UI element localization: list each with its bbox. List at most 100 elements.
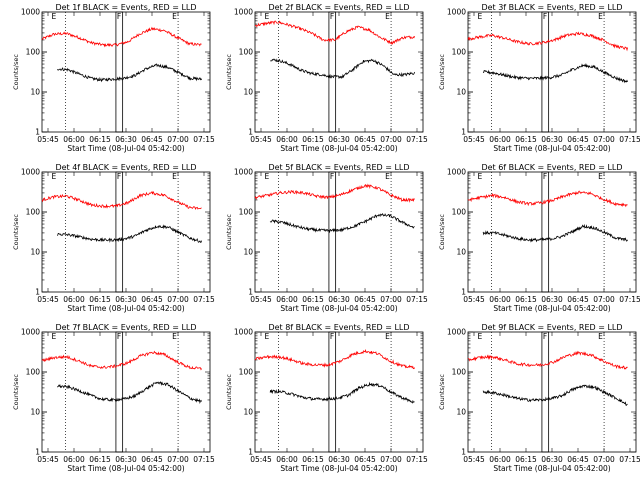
x-tick-label: 07:15 — [619, 135, 640, 144]
events-series-line — [269, 381, 415, 404]
plot-frame — [41, 171, 211, 293]
y-tick-label: 1000 — [234, 168, 253, 177]
panel-title: Det 6f BLACK = Events, RED = LLD — [481, 163, 622, 172]
marker-label: F — [330, 172, 334, 181]
x-tick-label: 07:15 — [406, 295, 428, 304]
y-tick-label: 1 — [248, 288, 253, 297]
x-tick-label: 05:45 — [250, 135, 272, 144]
y-tick-label: 1 — [35, 288, 40, 297]
marker-f-box — [115, 11, 124, 133]
x-tick-label: 06:30 — [541, 135, 563, 144]
x-tick-label: 06:45 — [567, 135, 589, 144]
events-series-line — [270, 58, 415, 80]
y-axis-label: Counts/sec — [438, 374, 446, 410]
x-tick-label: 05:45 — [250, 455, 272, 464]
marker-label: E — [52, 12, 57, 21]
x-tick-label: 07:00 — [593, 135, 615, 144]
x-tick-label: 06:15 — [89, 135, 111, 144]
y-tick-label: 1 — [248, 448, 253, 457]
y-tick-label: 1000 — [447, 8, 466, 17]
x-tick-label: 05:45 — [463, 455, 485, 464]
x-tick-label: 07:15 — [619, 295, 640, 304]
panel-8: Det 8f BLACK = Events, RED = LLD 1 10 100 10… — [225, 323, 428, 473]
x-tick-label: 07:00 — [167, 295, 189, 304]
lld-series-line — [41, 190, 202, 211]
x-tick-label: 07:00 — [593, 295, 615, 304]
marker-f-box — [328, 171, 337, 293]
lld-series-line — [41, 350, 202, 371]
y-axis-label: Counts/sec — [12, 214, 20, 250]
y-tick-label: 10 — [243, 248, 253, 257]
lld-series-line — [254, 183, 415, 203]
lld-series-line — [254, 20, 415, 45]
x-tick-label: 06:30 — [115, 455, 137, 464]
y-tick-label: 10 — [30, 248, 40, 257]
panel-title: Det 4f BLACK = Events, RED = LLD — [55, 163, 196, 172]
y-tick-label: 1000 — [21, 8, 40, 17]
marker-label: F — [117, 12, 121, 21]
x-tick-label: 06:45 — [141, 135, 163, 144]
x-tick-label: 07:00 — [380, 455, 402, 464]
lld-series-line — [41, 26, 202, 48]
y-tick-label: 100 — [452, 208, 467, 217]
y-tick-label: 1000 — [21, 328, 40, 337]
x-axis-label: Start Time (08-Jul-04 05:42:00) — [67, 464, 184, 473]
x-axis-label: Start Time (08-Jul-04 05:42:00) — [493, 464, 610, 473]
panel-4: Det 4f BLACK = Events, RED = LLD 1 10 100 10… — [12, 163, 215, 313]
y-tick-label: 1 — [461, 128, 466, 137]
marker-label: F — [543, 172, 547, 181]
y-axis-label: Counts/sec — [225, 214, 233, 250]
x-tick-label: 07:15 — [193, 295, 215, 304]
y-tick-label: 10 — [456, 88, 466, 97]
panel-5: Det 5f BLACK = Events, RED = LLD 1 10 100 10… — [225, 163, 428, 313]
panel-title: Det 1f BLACK = Events, RED = LLD — [55, 3, 196, 12]
plot-frame — [41, 331, 211, 453]
lld-series-line — [467, 31, 628, 52]
events-series-line — [482, 62, 628, 84]
x-tick-label: 06:30 — [115, 135, 137, 144]
marker-f-box — [541, 11, 550, 133]
x-axis-label: Start Time (08-Jul-04 05:42:00) — [67, 144, 184, 153]
marker-f-box — [115, 171, 124, 293]
x-tick-label: 06:15 — [515, 455, 537, 464]
panel-title: Det 9f BLACK = Events, RED = LLD — [481, 323, 622, 332]
y-tick-label: 1000 — [447, 328, 466, 337]
x-tick-label: 05:45 — [463, 295, 485, 304]
y-tick-label: 1000 — [447, 168, 466, 177]
x-tick-label: 07:15 — [619, 455, 640, 464]
x-tick-label: 06:15 — [302, 135, 324, 144]
y-tick-label: 1 — [461, 448, 466, 457]
y-tick-label: 10 — [456, 248, 466, 257]
plot-frame — [254, 331, 424, 453]
y-tick-label: 100 — [26, 208, 41, 217]
x-tick-label: 06:15 — [515, 295, 537, 304]
x-tick-label: 06:45 — [354, 135, 376, 144]
y-tick-label: 100 — [452, 48, 467, 57]
y-tick-label: 1 — [35, 448, 40, 457]
marker-label: E — [52, 172, 57, 181]
y-tick-label: 1 — [248, 128, 253, 137]
y-tick-label: 1000 — [234, 8, 253, 17]
events-series-line — [482, 223, 628, 243]
x-tick-label: 06:30 — [541, 455, 563, 464]
x-tick-label: 07:00 — [167, 455, 189, 464]
marker-label: E — [265, 332, 270, 341]
marker-label: E — [265, 12, 270, 21]
events-series-line — [269, 213, 415, 234]
marker-label: E — [598, 172, 603, 181]
x-tick-label: 07:00 — [380, 135, 402, 144]
x-tick-label: 06:15 — [515, 135, 537, 144]
lld-series-line — [254, 348, 415, 370]
marker-label: E — [478, 172, 483, 181]
panel-title: Det 7f BLACK = Events, RED = LLD — [55, 323, 196, 332]
x-tick-label: 06:45 — [354, 455, 376, 464]
x-tick-label: 06:30 — [541, 295, 563, 304]
panel-title: Det 8f BLACK = Events, RED = LLD — [268, 323, 409, 332]
x-tick-label: 06:00 — [489, 135, 511, 144]
x-tick-label: 07:15 — [193, 455, 215, 464]
x-tick-label: 06:00 — [63, 135, 85, 144]
plot-frame — [254, 11, 424, 133]
lld-series-line — [468, 350, 628, 370]
marker-label: F — [543, 332, 547, 341]
